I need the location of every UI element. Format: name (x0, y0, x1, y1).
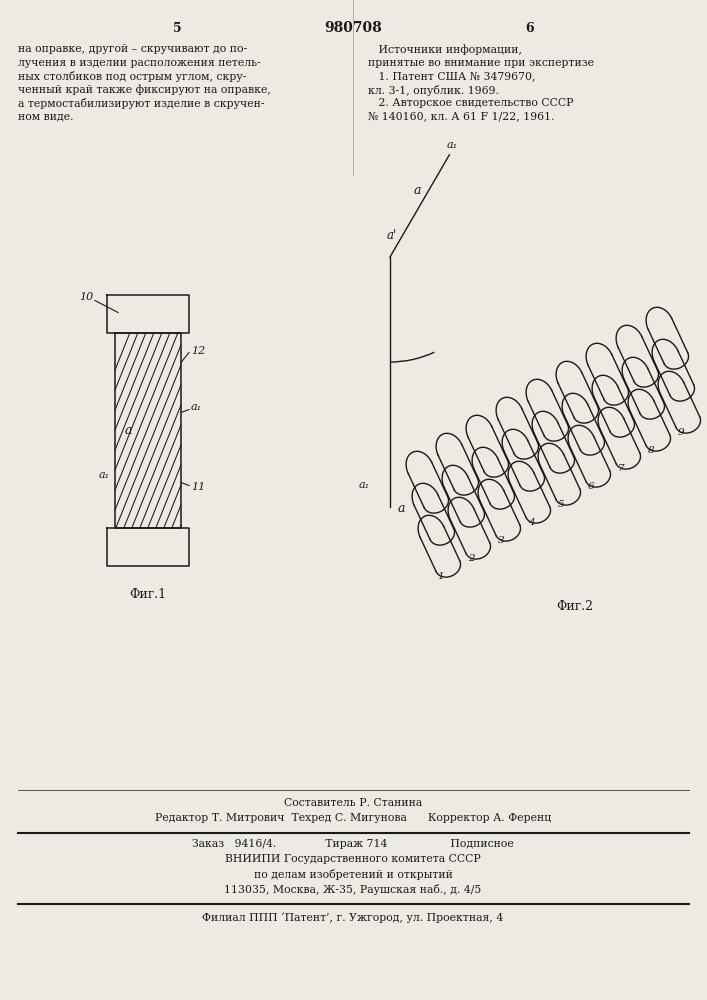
Text: ВНИИПИ Государственного комитета СССР: ВНИИПИ Государственного комитета СССР (225, 854, 481, 864)
Text: № 140160, кл. А 61 F 1/22, 1961.: № 140160, кл. А 61 F 1/22, 1961. (368, 111, 554, 121)
Text: Филиал ППП ‘Патент’, г. Ужгород, ул. Проектная, 4: Филиал ППП ‘Патент’, г. Ужгород, ул. Про… (202, 912, 503, 923)
Text: 3: 3 (498, 536, 504, 545)
Text: по делам изобретений и открытий: по делам изобретений и открытий (254, 869, 452, 880)
Text: 12: 12 (191, 346, 205, 356)
Text: Φиг.1: Φиг.1 (129, 587, 167, 600)
Text: a₁: a₁ (359, 480, 370, 490)
Text: ченный край также фиксируют на оправке,: ченный край также фиксируют на оправке, (18, 85, 271, 95)
Text: Заказ   9416/4.              Тираж 714                  Подписное: Заказ 9416/4. Тираж 714 Подписное (192, 839, 514, 849)
Text: a': a' (387, 229, 397, 242)
Text: 11: 11 (191, 483, 205, 492)
Text: 5: 5 (558, 500, 564, 509)
Text: a: a (125, 424, 132, 436)
Text: 10: 10 (78, 292, 93, 302)
Text: 5: 5 (173, 21, 181, 34)
Text: ных столбиков под острым углом, скру-: ных столбиков под острым углом, скру- (18, 71, 246, 82)
Text: 9: 9 (678, 428, 684, 437)
Text: Редактор Т. Митрович  Техред С. Мигунова      Корректор А. Ференц: Редактор Т. Митрович Техред С. Мигунова … (155, 813, 551, 823)
Text: а термостабилизируют изделие в скручен-: а термостабилизируют изделие в скручен- (18, 98, 264, 109)
Text: a₁: a₁ (447, 140, 458, 150)
Text: 980708: 980708 (324, 21, 382, 35)
Text: ном виде.: ном виде. (18, 111, 74, 121)
Text: кл. 3-1, опублик. 1969.: кл. 3-1, опублик. 1969. (368, 85, 499, 96)
Text: a: a (398, 502, 406, 516)
Text: 2. Авторское свидетельство СССР: 2. Авторское свидетельство СССР (368, 98, 573, 108)
Text: 1. Патент США № 3479670,: 1. Патент США № 3479670, (368, 71, 535, 81)
Text: Источники информации,: Источники информации, (368, 44, 522, 55)
Text: Составитель Р. Станина: Составитель Р. Станина (284, 798, 422, 808)
Text: 8: 8 (648, 446, 654, 455)
Text: 7: 7 (618, 464, 624, 473)
Text: на оправке, другой – скручивают до по-: на оправке, другой – скручивают до по- (18, 44, 247, 54)
Text: 6: 6 (526, 21, 534, 34)
Text: 4: 4 (527, 518, 534, 527)
Text: лучения в изделии расположения петель-: лучения в изделии расположения петель- (18, 57, 261, 68)
Text: a₁: a₁ (191, 402, 202, 412)
Text: a₁: a₁ (99, 470, 110, 480)
Text: a: a (414, 184, 421, 197)
Text: 113035, Москва, Ж-35, Раушская наб., д. 4/5: 113035, Москва, Ж-35, Раушская наб., д. … (224, 884, 481, 895)
Text: принятые во внимание при экспертизе: принятые во внимание при экспертизе (368, 57, 594, 68)
Text: 2: 2 (468, 554, 474, 563)
Text: 1: 1 (438, 572, 444, 581)
Text: 6: 6 (588, 482, 595, 491)
Text: Φиг.2: Φиг.2 (556, 600, 593, 613)
